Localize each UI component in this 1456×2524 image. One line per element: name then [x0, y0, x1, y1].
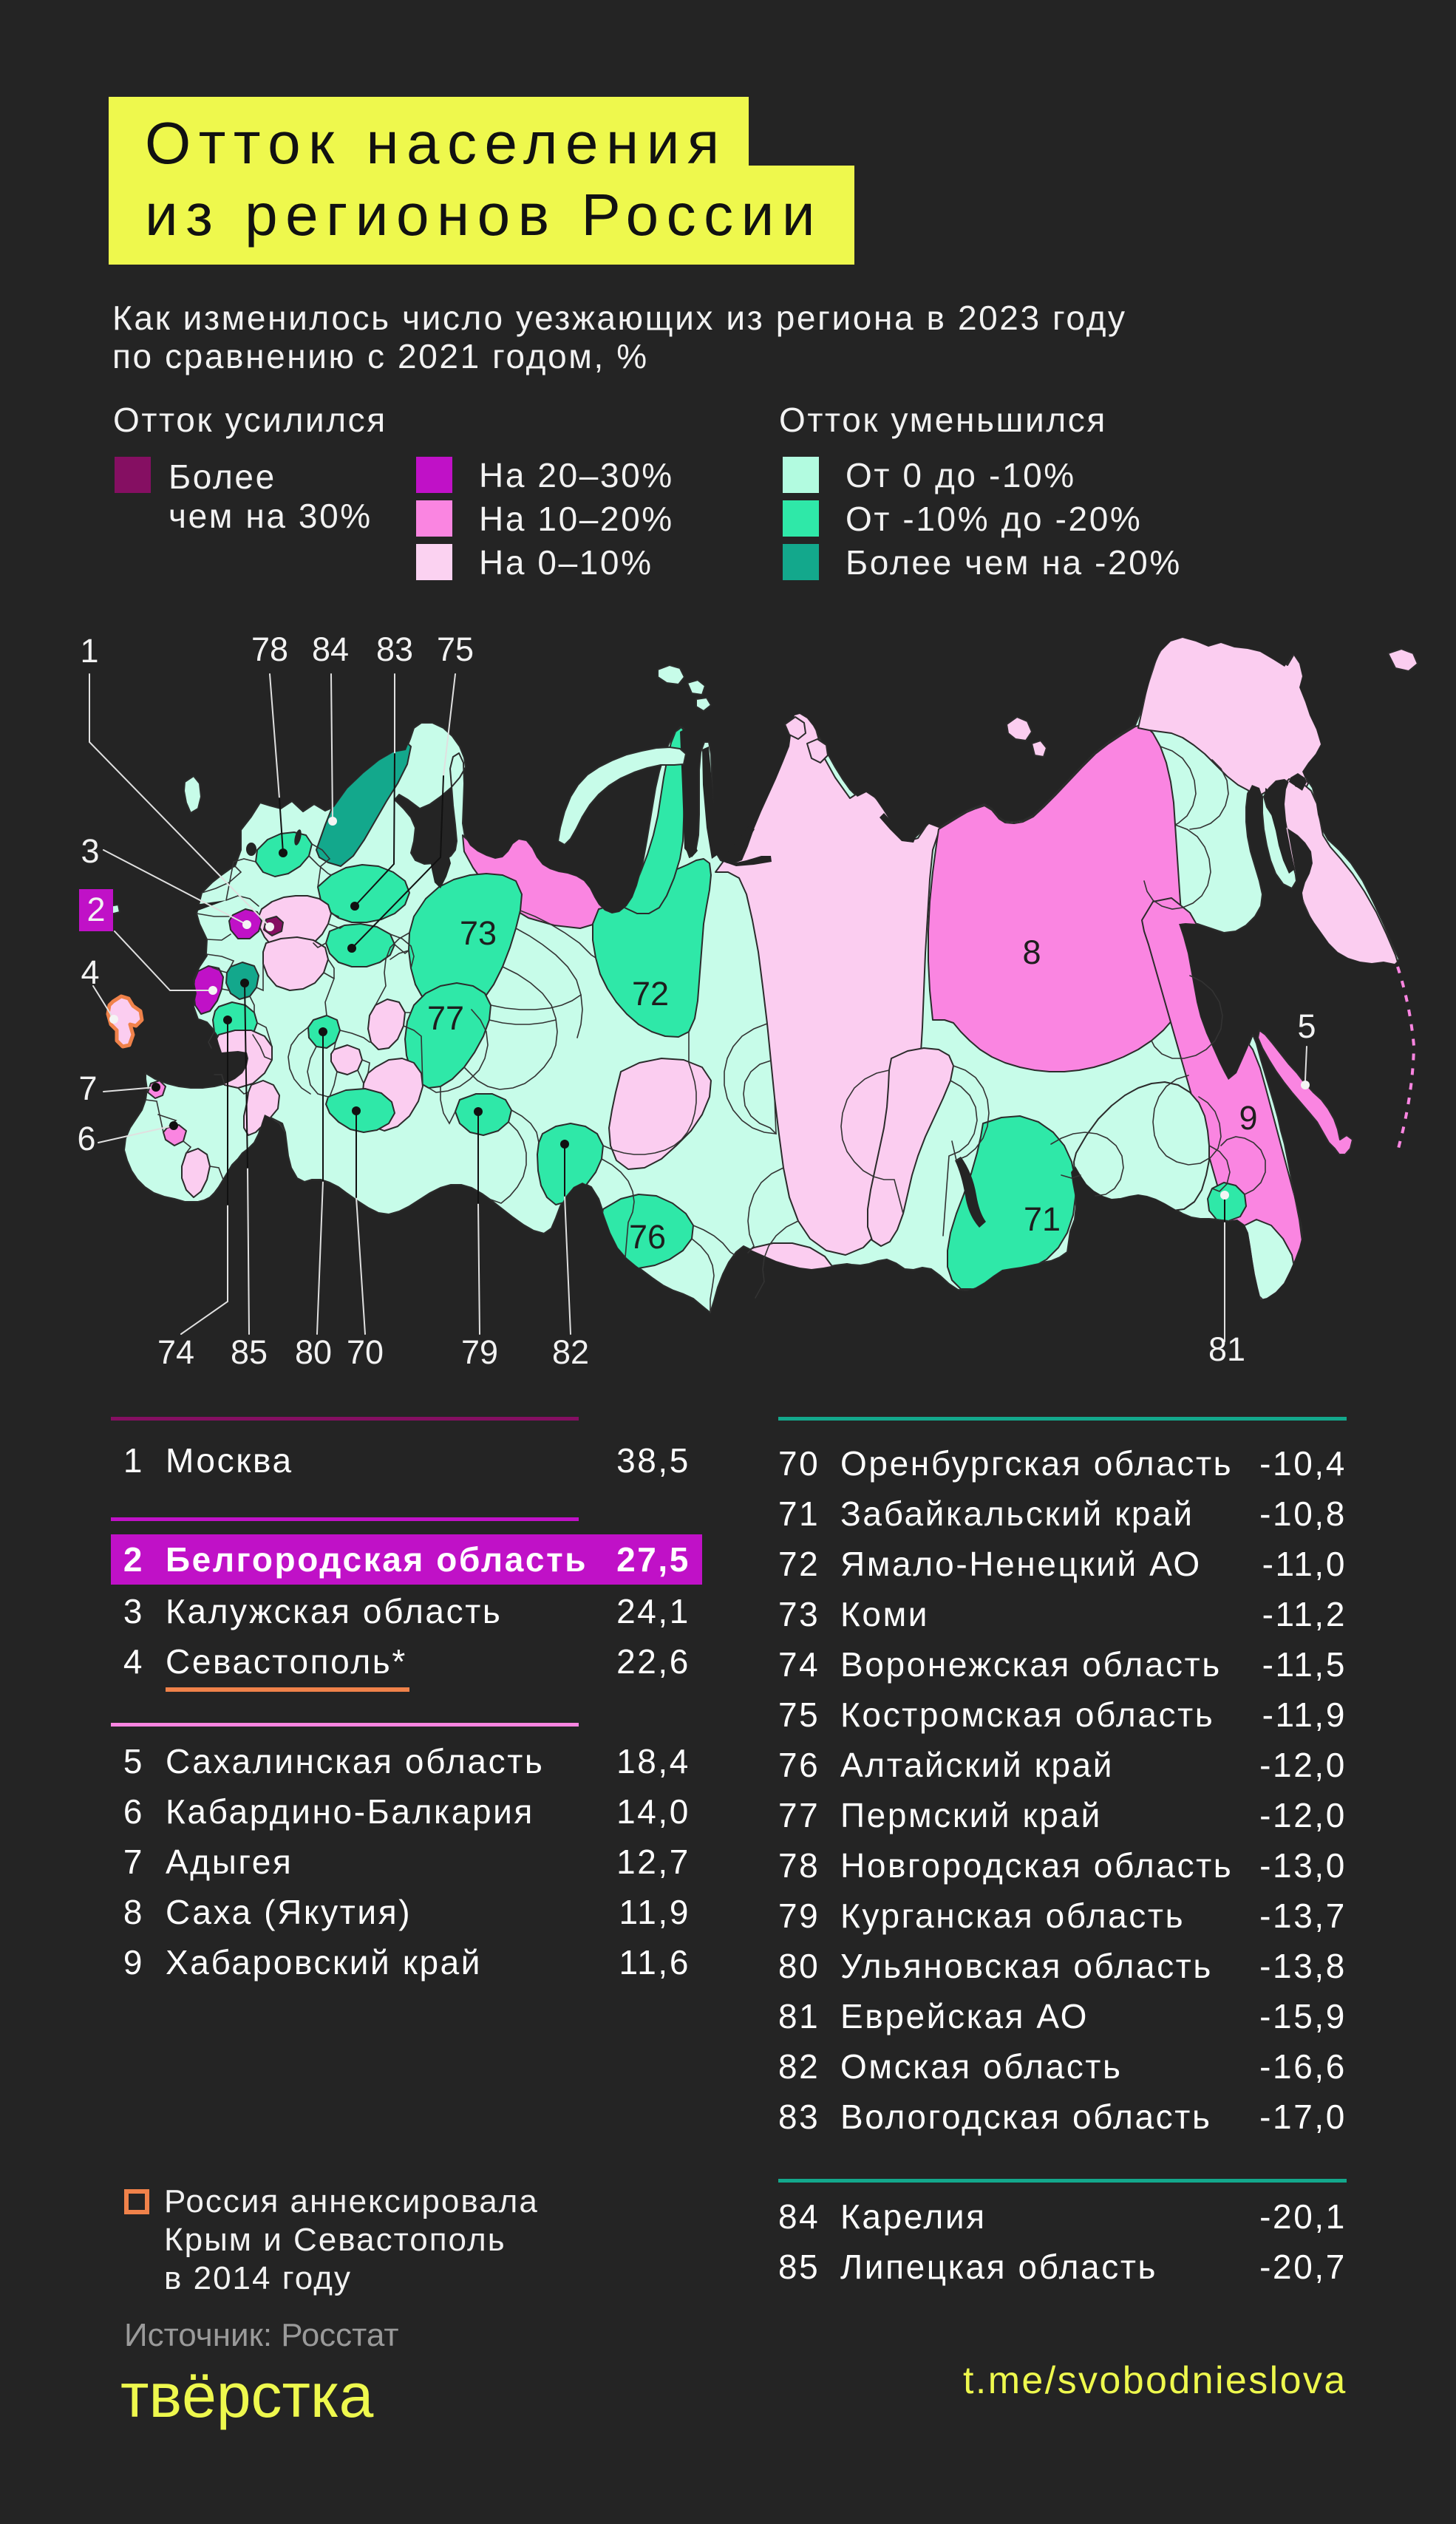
- svg-text:79: 79: [461, 1333, 498, 1371]
- svg-text:83: 83: [376, 630, 413, 668]
- svg-text:82: 82: [552, 1333, 589, 1371]
- svg-text:78: 78: [251, 630, 288, 668]
- svg-text:80: 80: [295, 1333, 332, 1371]
- svg-text:1: 1: [80, 632, 98, 670]
- svg-text:6: 6: [77, 1120, 95, 1157]
- svg-text:85: 85: [231, 1333, 268, 1371]
- svg-text:4: 4: [81, 953, 99, 991]
- svg-text:70: 70: [347, 1333, 384, 1371]
- svg-text:76: 76: [629, 1218, 666, 1256]
- svg-text:8: 8: [1022, 933, 1041, 971]
- svg-text:7: 7: [78, 1069, 97, 1107]
- svg-text:5: 5: [1297, 1007, 1316, 1045]
- svg-text:72: 72: [632, 975, 669, 1013]
- svg-text:77: 77: [427, 999, 464, 1037]
- svg-text:74: 74: [157, 1333, 194, 1371]
- svg-text:81: 81: [1208, 1330, 1245, 1368]
- svg-text:9: 9: [1239, 1099, 1257, 1137]
- svg-text:3: 3: [81, 832, 99, 870]
- svg-text:71: 71: [1024, 1200, 1061, 1238]
- svg-text:75: 75: [437, 630, 474, 668]
- svg-text:73: 73: [460, 914, 497, 952]
- svg-text:84: 84: [312, 630, 349, 668]
- svg-text:2: 2: [86, 891, 105, 928]
